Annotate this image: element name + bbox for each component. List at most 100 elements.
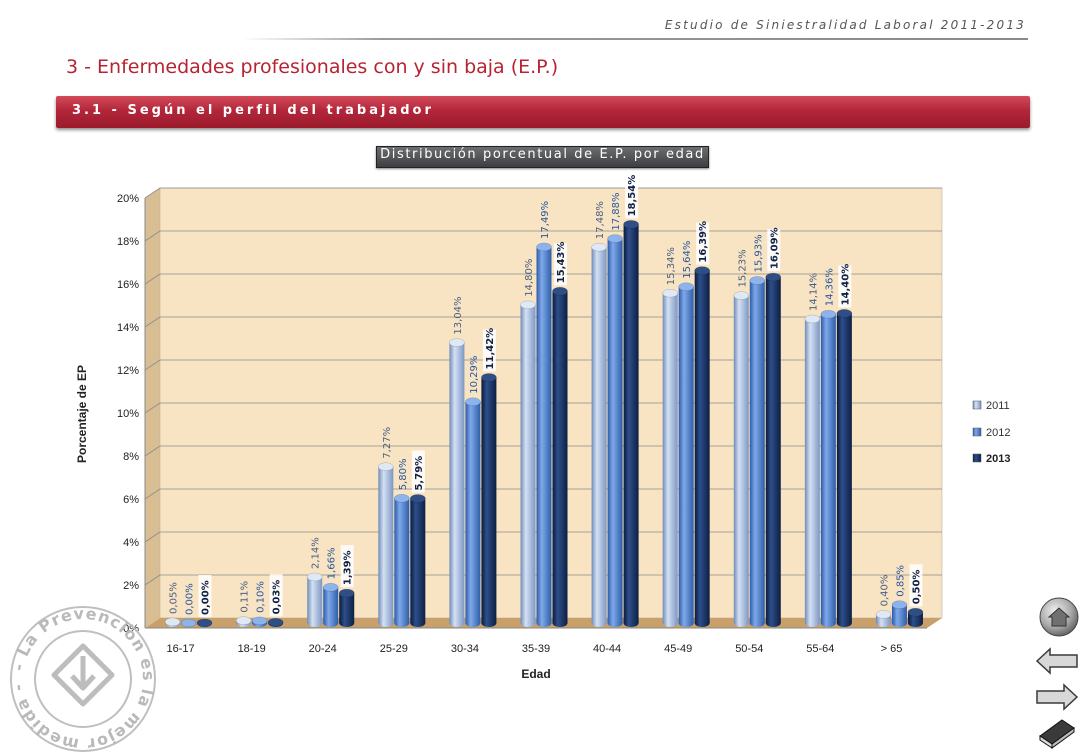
legend-label-2013: 2013 [986, 453, 1010, 465]
data-label: 17,49% [540, 201, 551, 239]
bar-base [733, 619, 749, 627]
data-label: 14,14% [808, 273, 819, 311]
home-button[interactable] [1038, 596, 1080, 638]
bar [449, 342, 465, 623]
home-icon [1039, 597, 1079, 637]
bar [765, 277, 781, 623]
bar-cap [662, 288, 678, 298]
bar-base [836, 619, 852, 627]
y-tick-label: 18% [117, 236, 139, 248]
bar [394, 498, 410, 623]
x-tick-label: 20-24 [309, 643, 337, 655]
book-button[interactable] [1036, 714, 1078, 750]
legend-swatch-2012 [972, 427, 982, 437]
legend-swatch-2011 [972, 400, 982, 410]
data-label: 15,34% [666, 247, 677, 285]
data-label: 14,36% [824, 268, 835, 306]
data-label: 15,43% [556, 242, 567, 284]
bar [678, 286, 694, 623]
bar [591, 247, 607, 623]
bar-base [591, 619, 607, 627]
data-label: 5,79% [414, 456, 425, 491]
bar-base [378, 619, 394, 627]
data-label-bg [909, 564, 923, 607]
bar-cap [836, 309, 853, 318]
bar [323, 587, 339, 623]
stamp-emblem-icon [51, 643, 115, 707]
gridline-side [144, 574, 161, 586]
chart-title-text: Distribución porcentual de E.P. por edad [380, 147, 705, 162]
subsection-banner: 3.1 - Según el perfil del trabajador [56, 96, 1030, 128]
bar-cap [891, 600, 908, 609]
data-label: 11,42% [485, 328, 496, 370]
data-label: 15,23% [737, 249, 748, 287]
back-button[interactable] [1034, 646, 1080, 676]
data-label: 0,00% [201, 580, 212, 615]
gridline-side [144, 531, 161, 543]
bar-cap [465, 397, 481, 407]
data-label-bg [554, 243, 567, 286]
gridline-side [144, 273, 161, 285]
data-label-bg [482, 329, 496, 372]
bar-cap [394, 494, 410, 503]
x-tick-label: 16-17 [166, 643, 194, 655]
legend-label-2011: 2011 [986, 400, 1010, 412]
bar-cap [481, 373, 497, 382]
bar [481, 377, 497, 623]
bar-cap [552, 287, 568, 296]
data-label: 0,40% [879, 575, 890, 607]
y-tick-label: 6% [123, 494, 139, 506]
data-label: 13,04% [453, 296, 464, 334]
bar [339, 593, 355, 623]
bar-cap [694, 266, 710, 275]
bar-base [662, 619, 678, 627]
bar [410, 498, 426, 623]
bar-base [623, 619, 639, 627]
y-tick-label: 4% [123, 537, 139, 549]
bar-cap [322, 583, 339, 592]
y-tick-label: 14% [117, 322, 139, 334]
data-label: 14,40% [840, 264, 851, 306]
bar-cap [449, 338, 465, 347]
data-label-bg [696, 222, 710, 265]
data-label-bg [269, 574, 283, 617]
x-tick-labels: 16-17 18-19 20-24 25-29 30-34 35-39 40-44 45-49… [166, 643, 902, 655]
y-axis-label: Porcentaje de EP [75, 365, 89, 463]
x-tick-label: 18-19 [238, 643, 266, 655]
gridline-side [144, 488, 161, 500]
study-title: Estudio de Siniestralidad Laboral 2011-2… [664, 18, 1026, 32]
bar-cap [180, 618, 197, 628]
gridline-side [144, 402, 161, 414]
gridline-side [144, 316, 161, 328]
data-label: 5,80% [398, 459, 409, 491]
bar-cap [196, 618, 213, 628]
x-tick-label: 50-54 [735, 643, 763, 655]
bar [465, 401, 481, 623]
bar-cap [410, 494, 426, 503]
data-label: 7,27% [382, 427, 393, 459]
data-label-bg [198, 575, 212, 617]
data-label: 1,66% [327, 548, 338, 580]
forward-button[interactable] [1034, 682, 1080, 712]
bar-cap [623, 220, 639, 229]
prevention-stamp: - La Prevencion es la mejor medida - [8, 604, 157, 754]
bar-cap [338, 588, 355, 598]
bar [836, 313, 852, 623]
bar-base [394, 619, 410, 627]
data-label: 10,29% [469, 356, 480, 394]
y-tick-label: 20% [117, 193, 139, 205]
bar-cap [733, 291, 750, 300]
bar [552, 291, 568, 623]
bar-base [875, 619, 891, 627]
data-label: 16,09% [769, 227, 780, 269]
bar [607, 238, 623, 623]
page-title: 3 - Enfermedades profesionales con y sin… [66, 56, 559, 78]
bar-cap [907, 608, 924, 617]
bar-cap [267, 618, 284, 627]
legend-label-2012: 2012 [986, 427, 1010, 439]
data-label: 0,10% [256, 581, 267, 613]
bar-cap [520, 300, 536, 310]
bar-base [323, 619, 339, 627]
data-label-bg [340, 545, 354, 588]
forward-arrow-icon [1036, 683, 1079, 711]
